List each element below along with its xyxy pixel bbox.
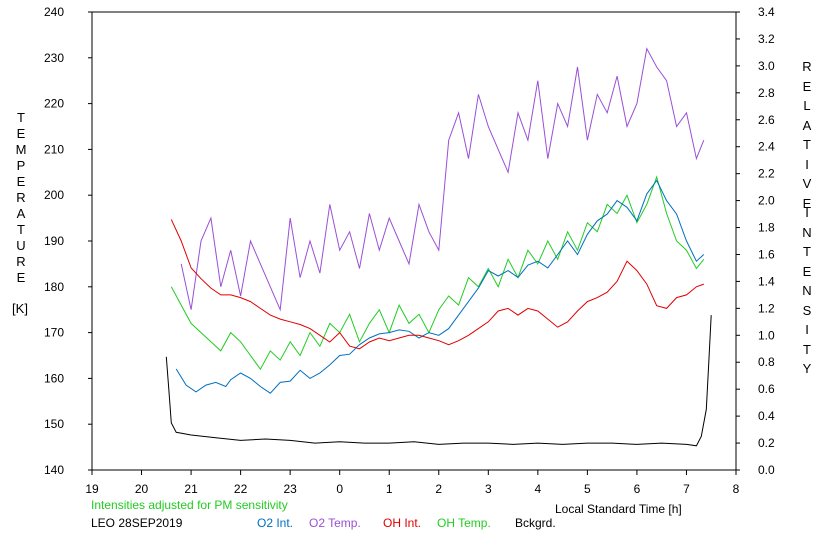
- right-tick-label: 0.0: [758, 463, 775, 477]
- series-oh-temp-line: [170, 175, 705, 371]
- right-tick-label: 3.2: [758, 32, 775, 46]
- right-tick-label: 2.2: [758, 167, 775, 181]
- x-tick-label: 20: [135, 482, 149, 496]
- axis-label-letter: T: [17, 110, 25, 125]
- legend-oh-int: OH Int.: [383, 516, 422, 530]
- plot-frame: [91, 11, 737, 471]
- right-tick-label: 3.0: [758, 59, 775, 73]
- axis-label-letter: E: [802, 195, 812, 211]
- left-tick-label: 140: [44, 463, 64, 477]
- right-tick-label: 0.6: [758, 382, 775, 396]
- axis-label-letter: N: [802, 283, 812, 298]
- right-axis-ticks: 0.0 0.2 0.4 0.6 0.8 1.0 1.2 1.4 1.6 1.8 2.0 2.2 2.4 2…: [736, 5, 775, 477]
- left-tick-label: 190: [44, 234, 64, 248]
- series-oh-int-line: [170, 219, 704, 350]
- x-tick-label: 7: [683, 482, 690, 496]
- legend-o2-temp: O2 Temp.: [309, 516, 361, 530]
- axis-label-letter: U: [16, 238, 26, 253]
- axis-label-letter: V: [802, 176, 812, 191]
- axis-label-letter: T: [803, 137, 811, 152]
- left-tick-label: 160: [44, 371, 64, 385]
- axis-label-letter: Y: [802, 361, 812, 376]
- left-axis-ticks: 140 150 160 170 180 190 200 210 220 230 240: [44, 5, 92, 477]
- right-tick-label: 0.2: [758, 436, 775, 450]
- series-bckgrd-line: [165, 315, 712, 447]
- x-tick-label: 5: [584, 482, 591, 496]
- series-o2-temp-line: [180, 47, 705, 312]
- axis-label-letter: E: [802, 263, 812, 279]
- left-tick-label: 220: [44, 97, 64, 111]
- axis-label-letter: N: [802, 224, 812, 240]
- right-tick-label: 1.0: [758, 328, 775, 342]
- left-tick-label: 240: [44, 5, 64, 19]
- left-tick-label: 150: [44, 417, 64, 431]
- left-tick-label: 230: [44, 51, 64, 65]
- x-tick-label: 21: [184, 482, 198, 496]
- axis-label-letter: A: [16, 206, 26, 221]
- right-tick-label: 2.6: [758, 113, 775, 127]
- x-tick-label: 4: [535, 482, 542, 496]
- axis-label-letter: E: [802, 78, 812, 94]
- legend-o2-int: O2 Int.: [257, 516, 294, 530]
- left-tick-label: 170: [44, 326, 64, 340]
- station-label: LEO 28SEP2019: [91, 516, 183, 530]
- x-tick-label: 2: [435, 482, 442, 496]
- right-tick-label: 1.8: [758, 221, 775, 235]
- right-tick-label: 3.4: [758, 5, 775, 19]
- x-tick-label: 1: [386, 482, 393, 496]
- axis-label-letter: A: [802, 117, 812, 133]
- legend-oh-temp: OH Temp.: [437, 516, 491, 530]
- x-tick-label: 22: [234, 482, 248, 496]
- axis-label-letter: M: [15, 142, 27, 157]
- right-tick-label: 2.8: [758, 86, 775, 100]
- right-tick-label: 1.4: [758, 274, 775, 288]
- series-o2-int-line: [175, 179, 705, 394]
- axis-label-letter: I: [805, 322, 809, 337]
- axis-label-letter: I: [805, 156, 809, 172]
- left-tick-label: 210: [44, 142, 64, 156]
- axis-label-letter: S: [802, 302, 812, 318]
- left-tick-label: 200: [44, 188, 64, 202]
- right-tick-label: 0.8: [758, 355, 775, 369]
- axis-label-letter: T: [803, 341, 811, 357]
- right-tick-label: 2.4: [758, 140, 775, 154]
- axis-label-letter: R: [16, 254, 26, 269]
- axis-label-letter: R: [16, 190, 26, 205]
- left-axis-unit: [K]: [12, 301, 28, 316]
- right-tick-label: 1.2: [758, 301, 775, 315]
- left-tick-label: 180: [44, 280, 64, 294]
- axis-label-letter: L: [803, 98, 811, 113]
- axis-label-letter: P: [16, 158, 26, 173]
- x-tick-label: 6: [634, 482, 641, 496]
- note-label: Intensities adjusted for PM sensitivity: [91, 498, 288, 512]
- right-tick-label: 0.4: [758, 409, 775, 423]
- axis-label-letter: R: [802, 59, 812, 74]
- x-tick-label: 23: [283, 482, 297, 496]
- axis-label-letter: E: [16, 174, 26, 189]
- axis-label-letter: E: [16, 270, 26, 285]
- right-tick-label: 1.6: [758, 247, 775, 261]
- axis-label-letter: I: [805, 205, 809, 220]
- x-axis-ticks: 19 20 21 22 23 0 1 2 3 4 5 6 7 8: [85, 470, 740, 496]
- x-tick-label: 0: [336, 482, 343, 496]
- x-tick-label: 8: [733, 482, 740, 496]
- x-tick-label: 3: [485, 482, 492, 496]
- x-tick-label: 19: [85, 482, 99, 496]
- axis-label-letter: T: [803, 244, 811, 259]
- legend-bckgrd: Bckgrd.: [515, 516, 556, 530]
- axis-label-letter: E: [16, 126, 26, 141]
- x-axis-label: Local Standard Time [h]: [555, 502, 682, 516]
- axis-label-letter: T: [17, 222, 25, 237]
- series-layer: [165, 47, 712, 447]
- right-tick-label: 2.0: [758, 194, 775, 208]
